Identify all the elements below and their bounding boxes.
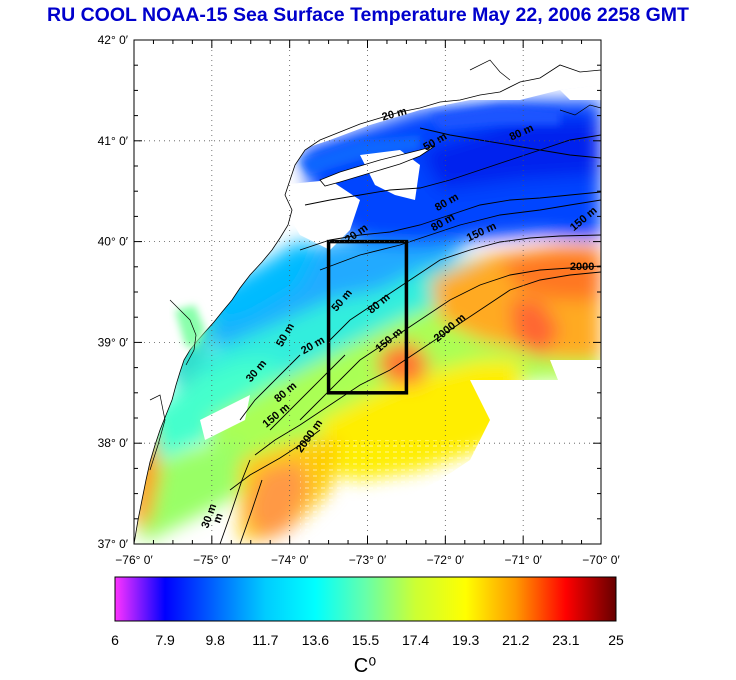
longitude-tick-label: −72° 0′ [427,553,465,567]
colorbar-tick-label: 7.9 [155,632,175,648]
latitude-tick-label: 42° 0′ [98,33,129,47]
colorbar-tick-label: 23.1 [552,632,579,648]
colorbar-tick-label: 19.3 [452,632,479,648]
colorbar-tick-label: 13.6 [302,632,329,648]
colorbar-tick-label: 11.7 [252,632,278,648]
colorbar-tick-label: 17.4 [402,632,429,648]
graticule [134,40,601,544]
longitude-tick-label: −76° 0′ [115,553,153,567]
axis-ticks [133,39,602,545]
longitude-tick-label: −74° 0′ [271,553,309,567]
latitude-tick-label: 37° 0′ [98,537,129,551]
latitude-tick-label: 38° 0′ [98,436,129,450]
colorbar-tick-labels: 6 7.9 9.8 11.7 13.6 15.5 17.4 19.3 21.2 23.1 25 [111,632,624,648]
longitude-tick-label: −73° 0′ [349,553,387,567]
longitude-labels: −76° 0′ −75° 0′ −74° 0′ −73° 0′ −72° 0′ −71° … [115,553,620,567]
latitude-tick-label: 40° 0′ [98,235,129,249]
colorbar-tick-label: 21.2 [502,632,529,648]
colorbar-bar [114,576,617,622]
longitude-tick-label: −71° 0′ [504,553,542,567]
study-box [326,239,409,395]
latitude-tick-label: 41° 0′ [98,134,129,148]
latitude-tick-label: 39° 0′ [98,335,129,349]
longitude-tick-label: −70° 0′ [582,553,620,567]
colorbar-unit: C⁰ [354,655,376,677]
latitude-labels: 42° 0′ 41° 0′ 40° 0′ 39° 0′ 38° 0′ 37° 0′ [98,33,129,551]
land-mass [134,40,601,544]
contour-label: 2000 [570,261,594,273]
longitude-tick-label: −75° 0′ [193,553,231,567]
map-title: RU COOL NOAA-15 Sea Surface Temperature … [47,4,689,26]
colorbar-tick-label: 15.5 [352,632,379,648]
colorbar-tick-label: 6 [111,632,119,648]
colorbar-tick-label: 9.8 [205,632,225,648]
contour-label: m [211,511,226,525]
colorbar-tick-label: 25 [608,632,624,648]
